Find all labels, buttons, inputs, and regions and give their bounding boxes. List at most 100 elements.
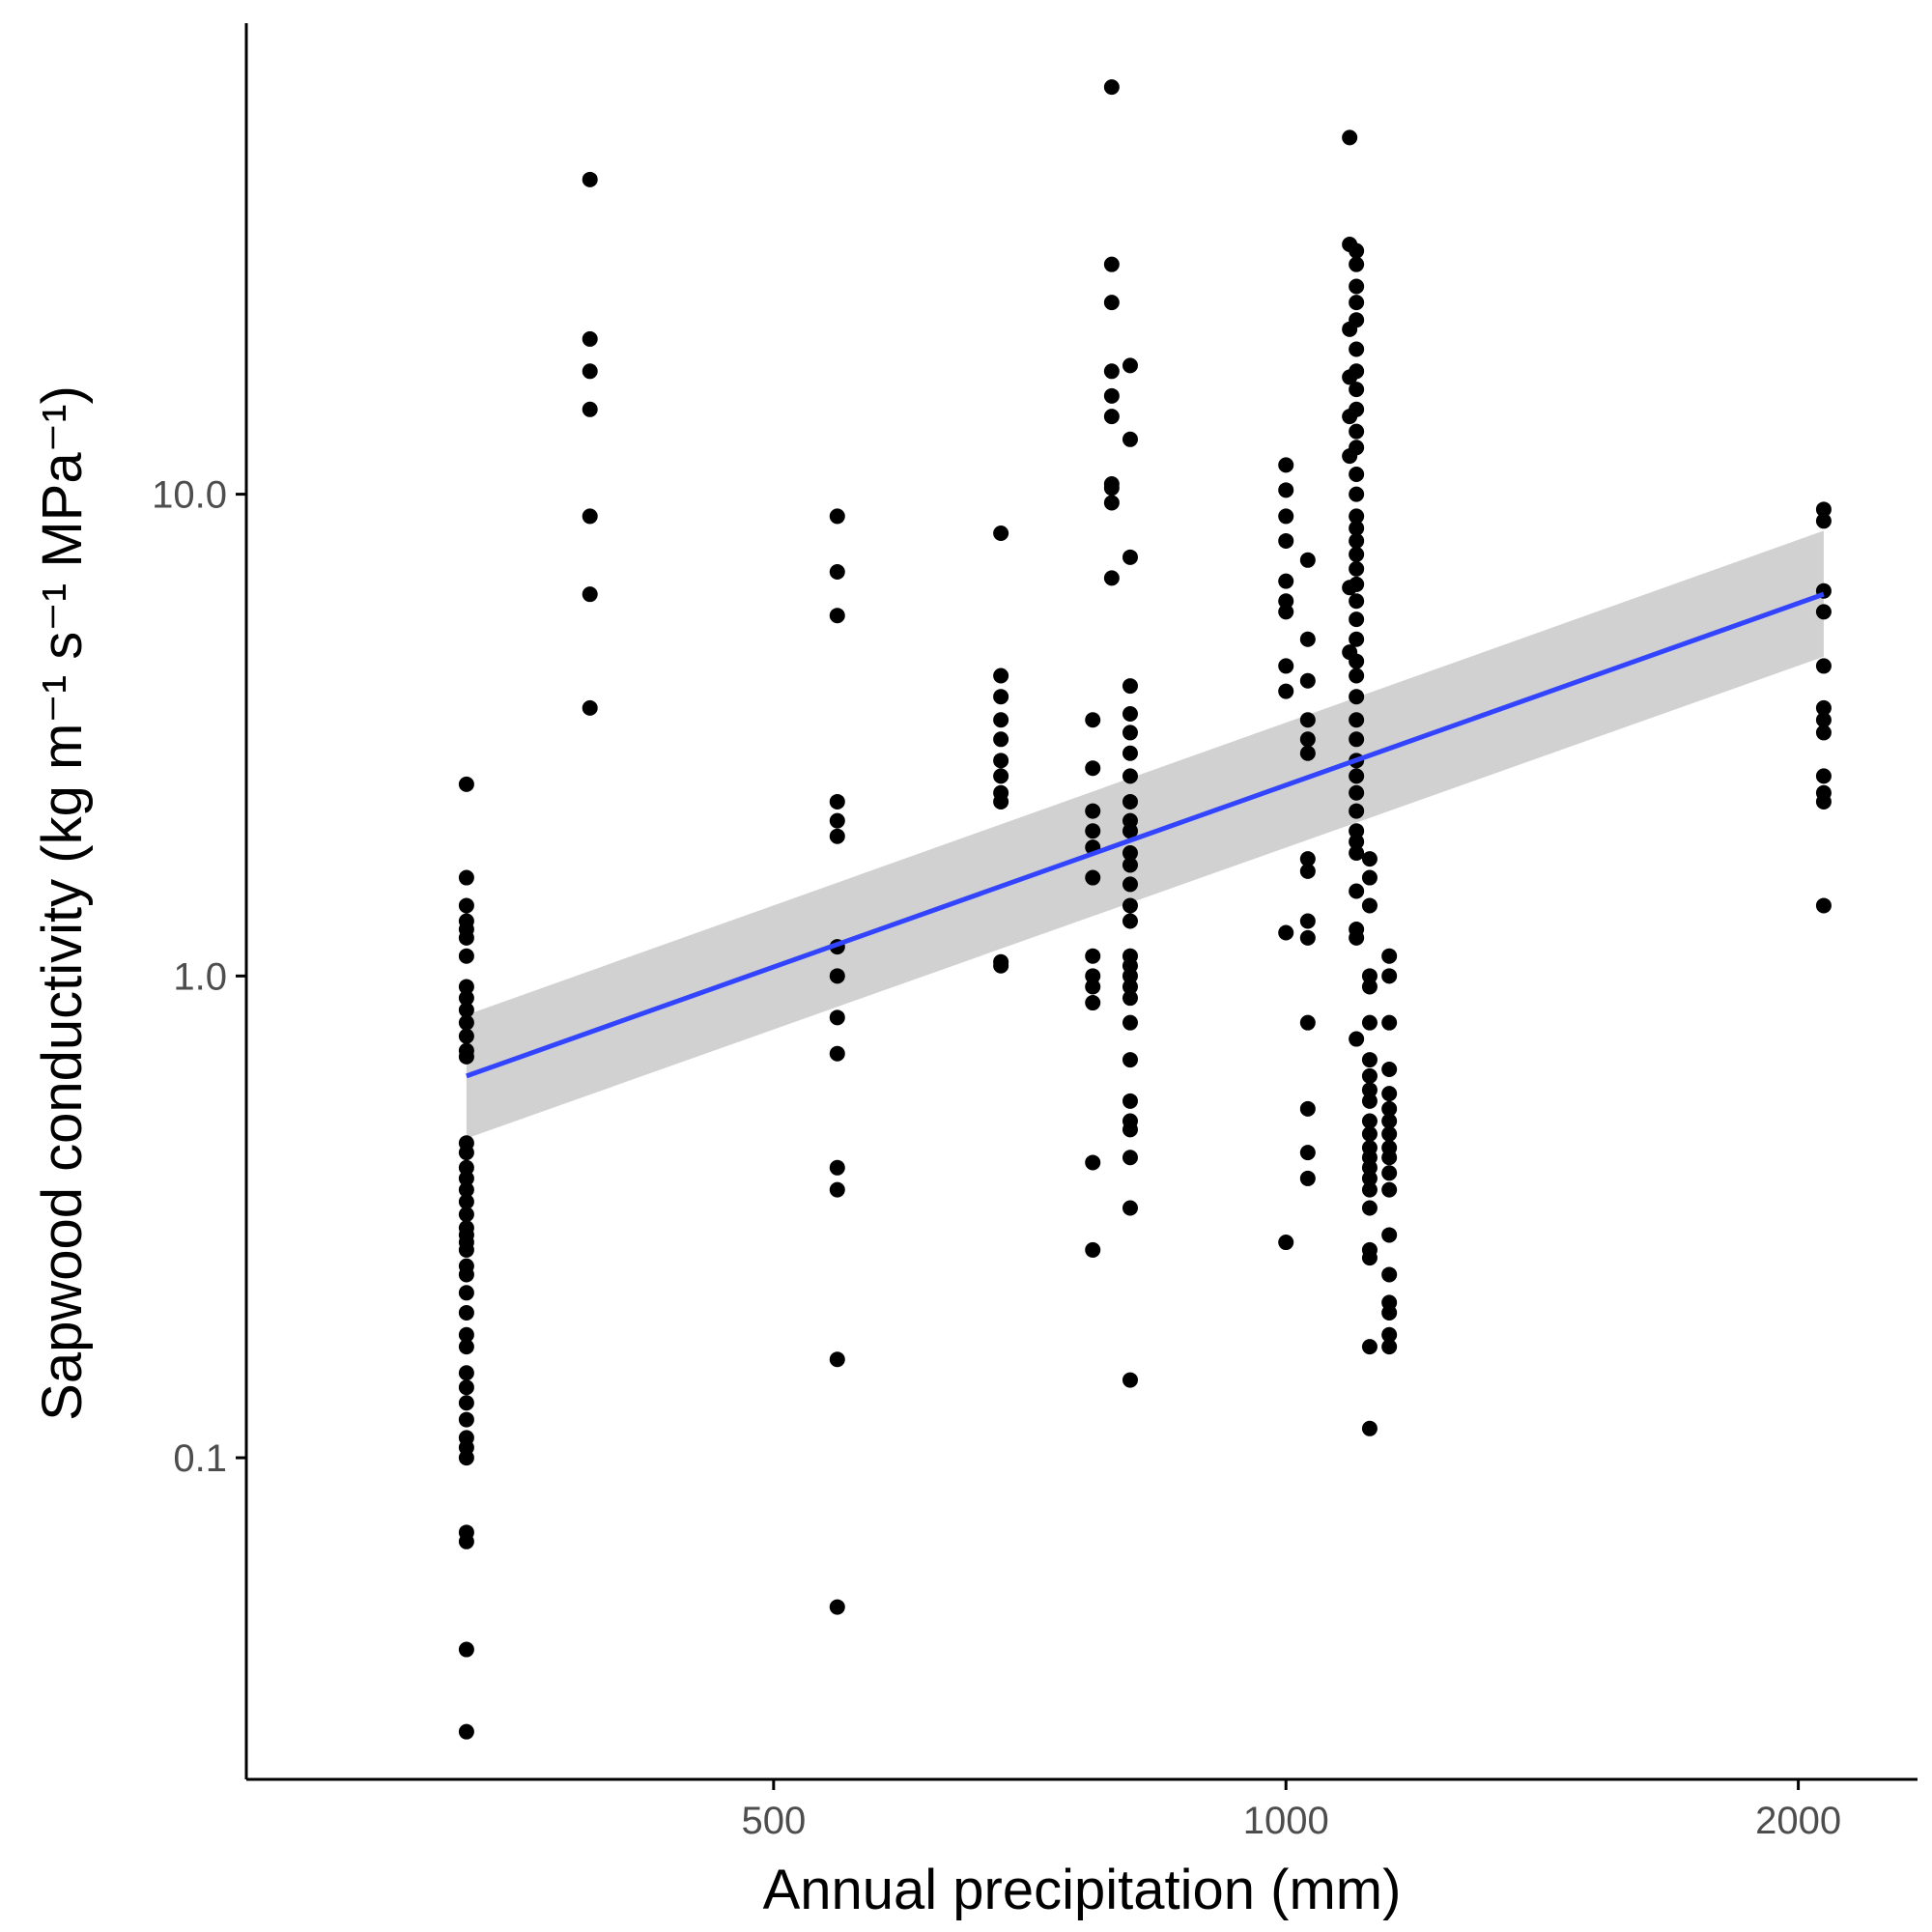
data-point bbox=[829, 1045, 845, 1062]
data-point bbox=[1349, 653, 1365, 669]
data-point bbox=[1122, 678, 1138, 695]
data-point bbox=[1381, 1339, 1398, 1355]
data-point bbox=[458, 1194, 474, 1210]
data-point bbox=[1381, 1125, 1398, 1142]
data-point bbox=[458, 1326, 474, 1343]
data-point bbox=[1278, 683, 1294, 699]
data-point bbox=[1085, 803, 1101, 819]
data-point bbox=[458, 869, 474, 886]
data-point bbox=[1361, 1082, 1378, 1098]
data-point bbox=[1299, 1145, 1316, 1161]
data-point bbox=[829, 1351, 845, 1368]
data-point bbox=[1349, 520, 1365, 536]
data-points bbox=[458, 79, 1832, 1740]
data-point bbox=[1815, 658, 1832, 674]
data-point bbox=[1815, 768, 1832, 784]
data-point bbox=[1122, 876, 1138, 893]
data-point bbox=[582, 330, 598, 347]
data-point bbox=[1361, 1200, 1378, 1216]
data-point bbox=[458, 1395, 474, 1411]
data-point bbox=[1103, 409, 1120, 425]
data-point bbox=[458, 948, 474, 964]
data-point bbox=[993, 668, 1009, 684]
data-point bbox=[1122, 990, 1138, 1007]
data-point bbox=[1278, 482, 1294, 498]
data-point bbox=[458, 1002, 474, 1018]
data-point bbox=[1349, 546, 1365, 562]
data-point bbox=[1381, 1062, 1398, 1078]
data-point bbox=[1278, 457, 1294, 473]
data-point bbox=[458, 979, 474, 995]
data-point bbox=[1085, 948, 1101, 964]
data-point bbox=[458, 1411, 474, 1428]
data-point bbox=[1122, 1052, 1138, 1068]
data-point bbox=[1085, 995, 1101, 1011]
data-point bbox=[458, 1365, 474, 1381]
data-point bbox=[458, 1723, 474, 1740]
data-point bbox=[458, 1028, 474, 1044]
data-point bbox=[1278, 924, 1294, 941]
data-point bbox=[1349, 784, 1365, 801]
data-point bbox=[1815, 604, 1832, 620]
data-point bbox=[1278, 604, 1294, 620]
x-tick-label: 500 bbox=[741, 1800, 806, 1842]
data-point bbox=[458, 1145, 474, 1161]
data-point bbox=[1381, 1227, 1398, 1243]
data-point bbox=[458, 1641, 474, 1658]
data-point bbox=[458, 990, 474, 1007]
data-point bbox=[1361, 1159, 1378, 1176]
x-tick-label: 1000 bbox=[1243, 1800, 1329, 1842]
data-point bbox=[1299, 929, 1316, 946]
data-point bbox=[1122, 1200, 1138, 1216]
data-point bbox=[829, 508, 845, 525]
data-point bbox=[1122, 1122, 1138, 1138]
data-point bbox=[1349, 1031, 1365, 1047]
data-point bbox=[1361, 897, 1378, 914]
data-point bbox=[1085, 869, 1101, 886]
data-point bbox=[1278, 1235, 1294, 1251]
data-point bbox=[458, 776, 474, 792]
data-point bbox=[1349, 712, 1365, 728]
data-point bbox=[1815, 793, 1832, 810]
data-point bbox=[1361, 1052, 1378, 1068]
data-point bbox=[1122, 793, 1138, 810]
data-point bbox=[1381, 1014, 1398, 1031]
data-point bbox=[582, 363, 598, 380]
data-point bbox=[1122, 431, 1138, 447]
data-point bbox=[1299, 712, 1316, 728]
data-point bbox=[1085, 1241, 1101, 1258]
data-point bbox=[1349, 341, 1365, 357]
data-point bbox=[1103, 387, 1120, 404]
data-point bbox=[1299, 745, 1316, 761]
data-point bbox=[1349, 803, 1365, 819]
data-point bbox=[993, 753, 1009, 769]
data-point bbox=[458, 897, 474, 914]
data-point bbox=[1122, 1372, 1138, 1388]
data-point bbox=[1349, 256, 1365, 272]
data-point bbox=[1299, 672, 1316, 689]
data-point bbox=[1278, 658, 1294, 674]
data-point bbox=[458, 1450, 474, 1466]
data-point bbox=[1085, 712, 1101, 728]
data-point bbox=[458, 1170, 474, 1186]
data-point bbox=[1349, 486, 1365, 502]
data-point bbox=[1103, 79, 1120, 96]
data-point bbox=[1103, 480, 1120, 497]
data-point bbox=[1103, 495, 1120, 511]
data-point bbox=[1085, 760, 1101, 777]
data-point bbox=[458, 929, 474, 946]
y-axis-title: Sapwood conductivity (kg m⁻¹ s⁻¹ MPa⁻¹) bbox=[31, 385, 94, 1421]
data-point bbox=[458, 1241, 474, 1258]
data-point bbox=[1361, 1113, 1378, 1129]
data-point bbox=[1103, 256, 1120, 272]
data-point bbox=[458, 1048, 474, 1065]
data-point bbox=[582, 508, 598, 525]
data-point bbox=[1299, 1170, 1316, 1186]
data-point bbox=[1381, 1326, 1398, 1343]
data-point bbox=[582, 699, 598, 716]
data-point bbox=[458, 1379, 474, 1396]
data-point bbox=[458, 1181, 474, 1198]
data-point bbox=[993, 731, 1009, 748]
data-point bbox=[1349, 382, 1365, 398]
data-point bbox=[1299, 851, 1316, 867]
